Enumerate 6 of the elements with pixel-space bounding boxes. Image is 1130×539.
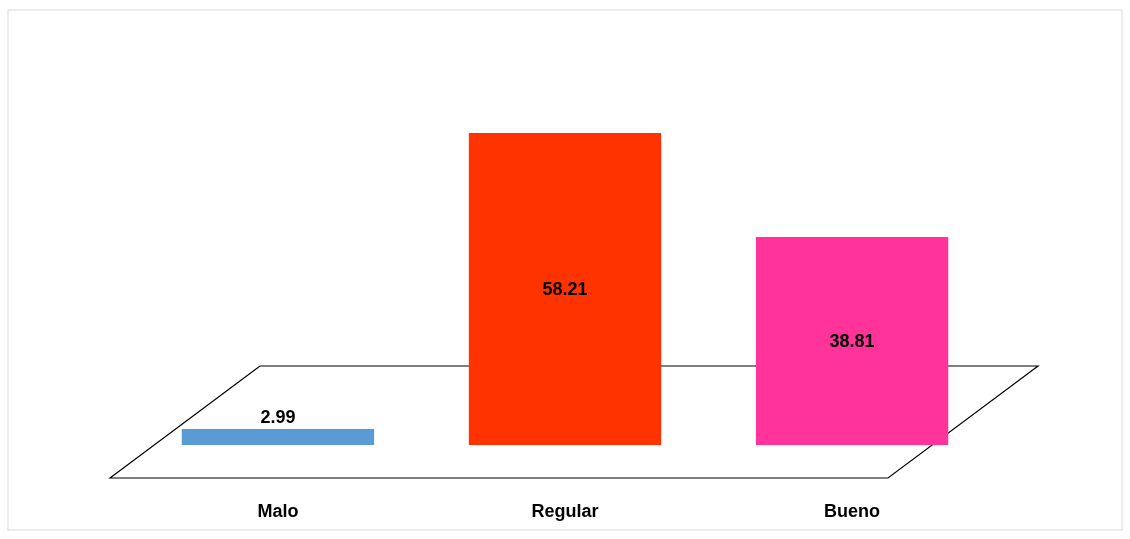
data-label: 38.81 bbox=[829, 330, 875, 351]
x-tick-label: Malo bbox=[257, 501, 299, 521]
data-label: 2.99 bbox=[260, 406, 296, 427]
data-label: 58.21 bbox=[542, 279, 588, 299]
x-tick-label: Regular bbox=[531, 501, 599, 521]
x-tick-label: Bueno bbox=[824, 501, 881, 521]
